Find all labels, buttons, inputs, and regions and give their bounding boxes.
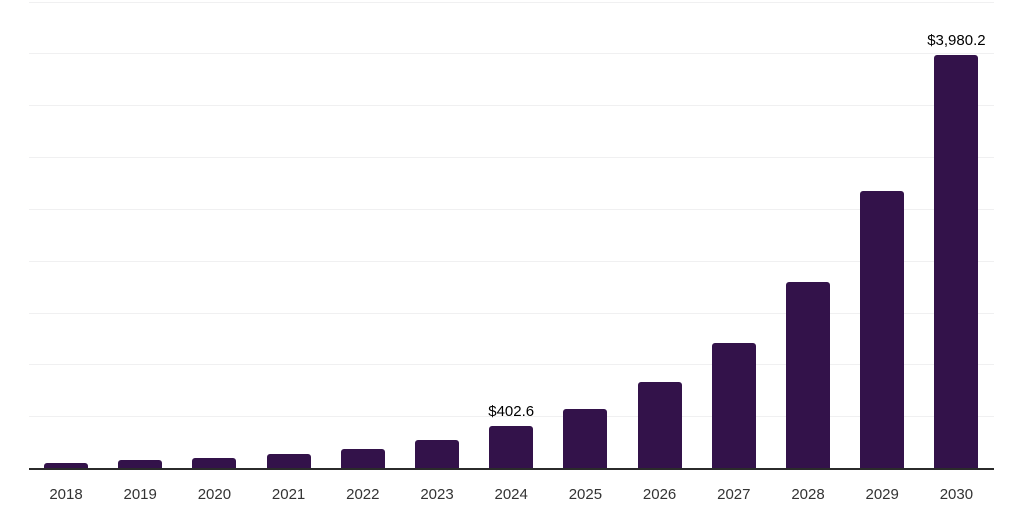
bar-2024: [489, 426, 534, 468]
x-tick-2018: 2018: [49, 486, 83, 503]
bar-2027: [711, 342, 756, 468]
bar-2022: [340, 448, 385, 468]
bar-2025: [563, 408, 608, 468]
x-tick-2028: 2028: [791, 486, 825, 503]
x-tick-2020: 2020: [197, 486, 232, 503]
gridline-2000: [29, 260, 994, 262]
bar-2026: [637, 382, 682, 468]
bar-2029: [860, 191, 905, 468]
bar-2023: [415, 439, 459, 468]
bar-2021: [266, 453, 311, 468]
bar-2019: [118, 460, 163, 468]
x-tick-2025: 2025: [568, 486, 603, 503]
x-tick-2030: 2030: [939, 486, 974, 503]
x-tick-2024: 2024: [494, 486, 528, 503]
gridline-1500: [29, 312, 994, 314]
x-tick-2027: 2027: [717, 486, 751, 503]
gridline-2500: [29, 208, 994, 210]
gridline-500: [29, 416, 994, 418]
x-tick-2029: 2029: [865, 486, 899, 503]
gridline-3000: [29, 157, 994, 158]
bar-2028: [786, 282, 830, 468]
data-label-2024: $402.6: [488, 403, 535, 421]
gridline-4500: [29, 1, 994, 3]
gridline-3500: [29, 105, 994, 107]
gridline-4000: [29, 53, 994, 55]
x-tick-2026: 2026: [642, 486, 677, 503]
bar-2020: [192, 457, 237, 468]
gridline-1000: [29, 364, 994, 366]
x-axis-line: [29, 467, 994, 470]
data-label-2030: $3,980.2: [927, 32, 986, 50]
x-tick-2019: 2019: [123, 486, 157, 503]
bar-2018: [44, 462, 88, 468]
x-tick-2021: 2021: [271, 486, 306, 503]
x-tick-2022: 2022: [346, 486, 380, 503]
bar-2030: [934, 55, 979, 468]
x-tick-2023: 2023: [420, 486, 454, 503]
